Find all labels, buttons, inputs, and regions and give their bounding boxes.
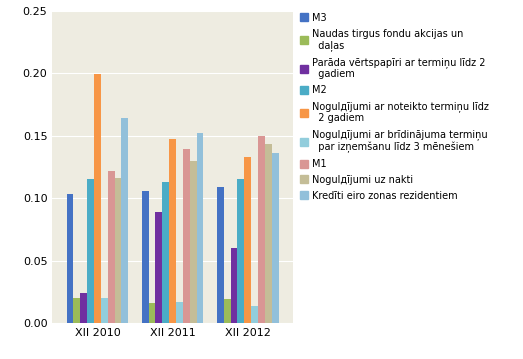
Bar xyxy=(224,299,231,323)
Bar xyxy=(121,118,128,323)
Bar xyxy=(142,191,149,323)
Bar xyxy=(149,303,155,323)
Bar xyxy=(190,161,197,323)
Bar xyxy=(176,302,183,323)
Bar xyxy=(237,180,244,323)
Bar xyxy=(66,195,73,323)
Bar xyxy=(94,74,101,323)
Bar xyxy=(81,293,87,323)
Bar xyxy=(231,248,237,323)
Bar xyxy=(73,298,81,323)
Bar xyxy=(251,306,258,323)
Bar xyxy=(169,139,176,323)
Bar xyxy=(108,171,115,323)
Bar xyxy=(258,136,265,323)
Bar xyxy=(183,149,190,323)
Bar xyxy=(101,298,108,323)
Legend: M3, Naudas tirgus fondu akcijas un
  daļas, Parāda vērtspapīri ar termiņu līdz 2: M3, Naudas tirgus fondu akcijas un daļas… xyxy=(298,11,491,202)
Bar xyxy=(217,187,224,323)
Bar xyxy=(265,144,272,323)
Bar xyxy=(272,153,279,323)
Bar xyxy=(162,182,169,323)
Bar xyxy=(155,212,162,323)
Bar xyxy=(197,133,203,323)
Bar xyxy=(244,157,251,323)
Bar xyxy=(87,180,94,323)
Bar xyxy=(115,178,121,323)
